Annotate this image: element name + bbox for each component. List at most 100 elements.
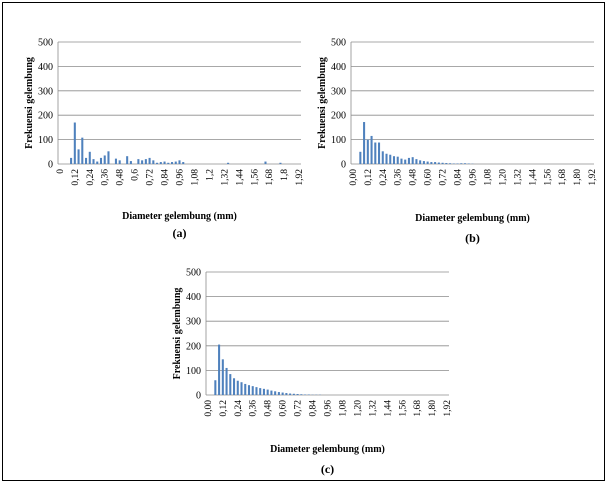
y-axis-label: Frekuensi gelembung [24, 57, 35, 149]
bar [404, 160, 406, 164]
x-tick-label: 0,84 [454, 169, 464, 186]
y-tick-label: 400 [186, 292, 201, 303]
bar [367, 140, 369, 164]
x-tick-label: 0,48 [116, 169, 126, 186]
x-tick-label: 0,60 [424, 169, 434, 186]
bar [115, 159, 117, 164]
bar [430, 162, 432, 164]
y-tick-label: 100 [38, 135, 53, 146]
bar [214, 380, 216, 395]
bar [363, 122, 365, 164]
x-tick-label: 0,12 [71, 169, 81, 186]
x-tick-label: 0,24 [234, 400, 244, 417]
y-tick-label: 100 [331, 135, 346, 146]
x-tick-label: 0,72 [439, 169, 449, 186]
bar [397, 157, 399, 164]
bar [89, 152, 91, 164]
y-axis-label: Frekuensi gelembung [317, 57, 328, 149]
bar [226, 368, 228, 395]
bar [400, 159, 402, 164]
x-tick-label: 1,80 [573, 169, 583, 186]
bar [279, 163, 281, 164]
bar [248, 385, 250, 395]
bar [259, 388, 261, 395]
bar [137, 159, 139, 164]
y-tick-label: 500 [38, 38, 53, 49]
x-tick-label: 0,6 [131, 169, 141, 181]
bar [100, 158, 102, 164]
bar [289, 394, 291, 395]
bar [218, 345, 220, 395]
x-tick-label: 1,08 [483, 169, 493, 186]
bar [119, 160, 121, 164]
bar [78, 149, 80, 164]
y-tick-label: 200 [186, 341, 201, 352]
x-tick-label: 1,8 [280, 169, 290, 181]
x-tick-label: 0,48 [409, 169, 419, 186]
bar [278, 392, 280, 395]
x-tick-label: 0,96 [469, 169, 479, 186]
bar [267, 390, 269, 395]
bar [464, 163, 466, 164]
bar [371, 136, 373, 164]
bar [282, 393, 284, 395]
x-tick-label: 1,56 [543, 169, 553, 186]
x-tick-label: 0,36 [394, 169, 404, 186]
bar [270, 391, 272, 395]
bar [378, 143, 380, 164]
y-tick-label: 500 [186, 268, 201, 279]
x-tick-label: 1,32 [513, 169, 523, 186]
bar [175, 162, 177, 164]
x-tick-label: 0,96 [176, 169, 186, 186]
y-tick-label: 300 [331, 86, 346, 97]
bar [229, 374, 231, 395]
x-tick-label: 1,08 [190, 169, 200, 186]
bar [389, 155, 391, 164]
bar [85, 158, 87, 164]
bar [434, 162, 436, 164]
y-axis-label: Frekuensi gelembung [172, 288, 183, 380]
x-tick-label: 0,72 [294, 400, 304, 417]
x-tick-label: 0,36 [101, 169, 111, 186]
bar [126, 156, 128, 164]
bar [156, 163, 158, 164]
bar [92, 159, 94, 164]
bar [252, 386, 254, 395]
bar [285, 393, 287, 395]
x-tick-label: 1,56 [398, 400, 408, 417]
bar [442, 163, 444, 164]
bar [171, 162, 173, 164]
x-tick-label: 0,48 [264, 400, 274, 417]
bar [460, 163, 462, 164]
bar [160, 162, 162, 164]
y-tick-label: 200 [38, 111, 53, 122]
x-tick-label: 1,68 [413, 400, 423, 417]
bar [419, 160, 421, 164]
bar [274, 391, 276, 395]
bar [152, 160, 154, 164]
bar [240, 382, 242, 395]
bar [263, 389, 265, 395]
bar [182, 162, 184, 164]
bar [149, 158, 151, 164]
bar [145, 159, 147, 164]
bar [427, 162, 429, 164]
x-axis-label: Diameter gelembung (mm) [122, 211, 237, 222]
bar [130, 161, 132, 164]
bar [359, 152, 361, 164]
y-tick-label: 0 [196, 391, 201, 402]
bar [438, 163, 440, 164]
bar [227, 163, 229, 164]
x-tick-label: 1,68 [558, 169, 568, 186]
x-tick-label: 0,84 [309, 400, 319, 417]
bar [96, 162, 98, 164]
x-axis-label: Diameter gelembung (mm) [270, 444, 385, 455]
x-tick-label: 1,80 [428, 400, 438, 417]
x-tick-label: 1,92 [588, 169, 598, 186]
